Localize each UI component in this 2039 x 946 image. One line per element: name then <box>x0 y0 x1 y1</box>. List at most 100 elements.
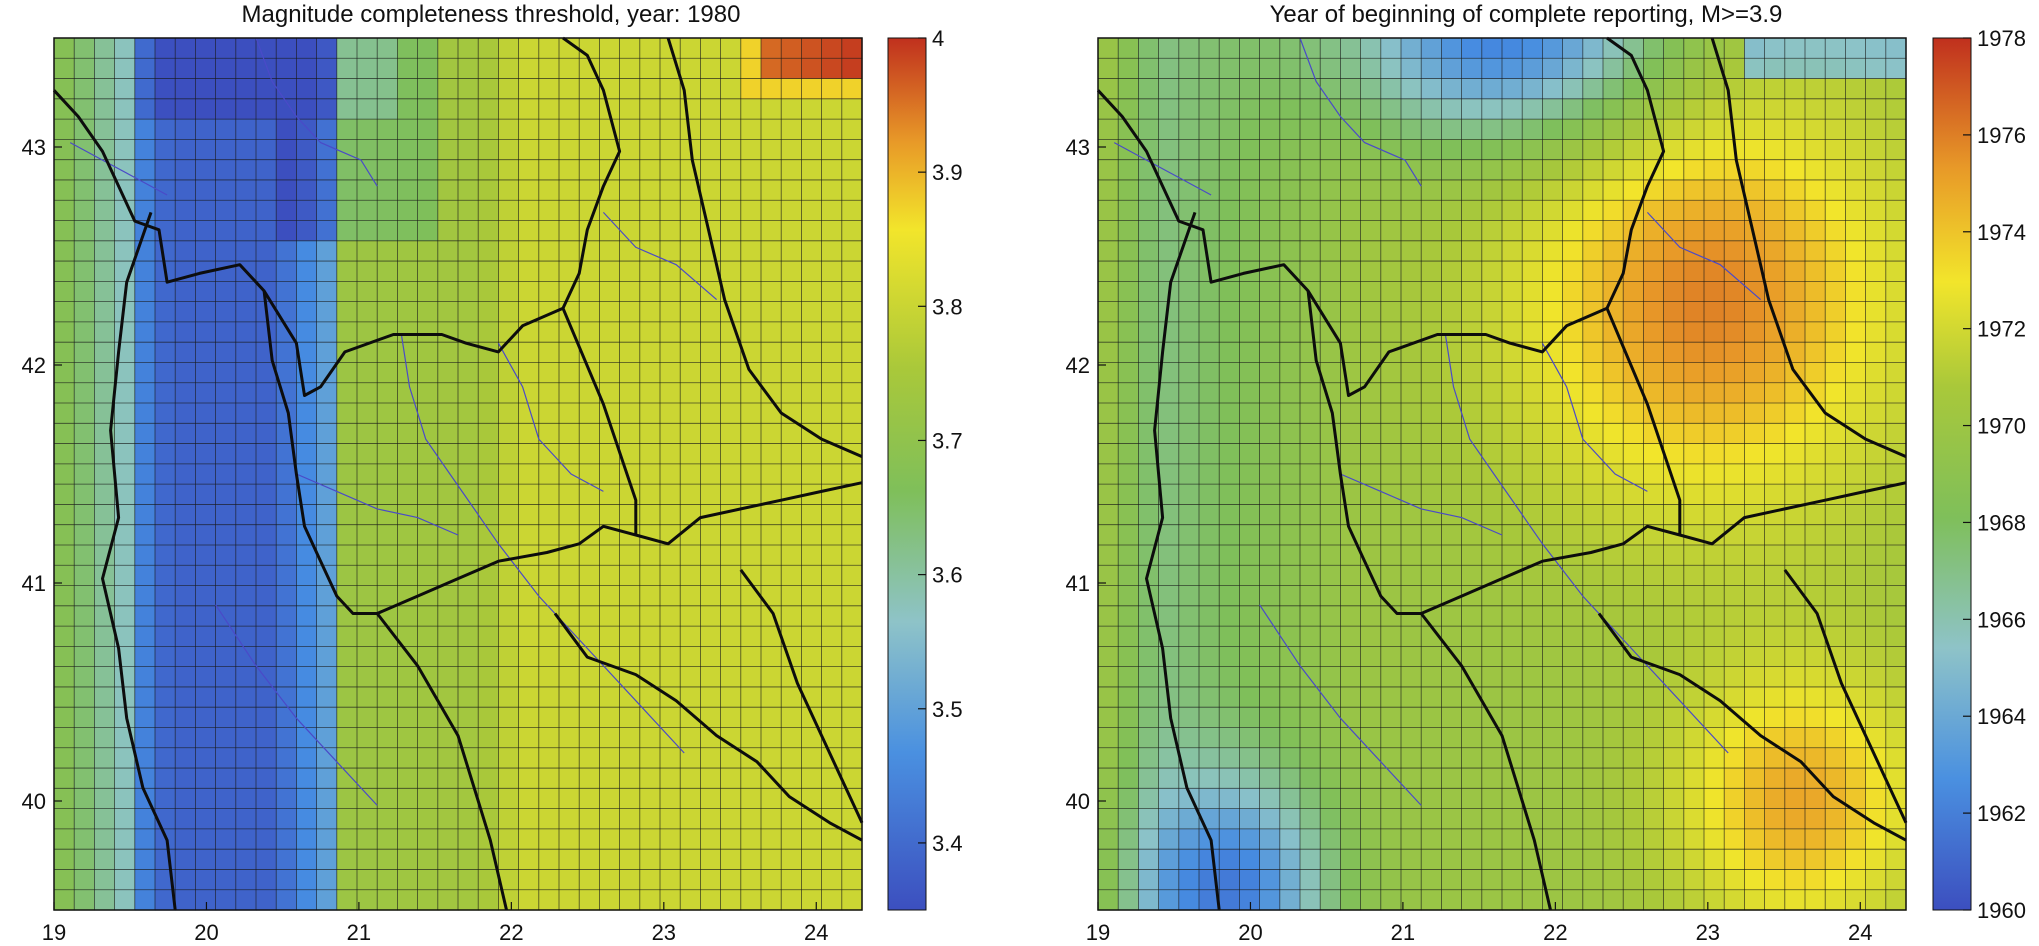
heatmap-cell <box>1744 808 1766 830</box>
heatmap-cell <box>1582 38 1604 59</box>
heatmap-cell <box>336 261 358 282</box>
heatmap-cell <box>559 504 580 526</box>
heatmap-cell <box>458 423 479 445</box>
heatmap-cell <box>316 281 338 303</box>
heatmap-cell <box>1845 38 1867 59</box>
heatmap-cell <box>1199 849 1220 871</box>
heatmap-cell <box>680 747 701 769</box>
heatmap-cell <box>1704 119 1725 140</box>
heatmap-cell <box>1340 240 1362 262</box>
heatmap-cell <box>1138 768 1160 789</box>
heatmap-cell <box>1401 38 1422 59</box>
heatmap-cell <box>377 98 398 120</box>
heatmap-cell <box>1724 646 1745 668</box>
heatmap-cell <box>175 159 196 181</box>
heatmap-cell <box>417 626 439 647</box>
heatmap-cell <box>54 423 75 445</box>
heatmap-cell <box>215 98 237 120</box>
heatmap-cell <box>1744 443 1766 465</box>
heatmap-cell <box>740 666 762 688</box>
heatmap-cell <box>1279 565 1301 587</box>
heatmap-cell <box>1764 605 1786 627</box>
heatmap-cell <box>1562 646 1584 668</box>
heatmap-cell <box>1643 788 1665 810</box>
heatmap-cell <box>1421 504 1442 526</box>
heatmap-cell <box>1380 98 1402 120</box>
heatmap-cell <box>639 78 661 100</box>
heatmap-cell <box>54 78 75 100</box>
heatmap-cell <box>1603 261 1624 282</box>
heatmap-cell <box>1683 78 1705 100</box>
heatmap-cell <box>1239 301 1261 323</box>
heatmap-cell <box>1219 544 1240 566</box>
heatmap-cell <box>660 828 681 850</box>
heatmap-cell <box>1178 139 1200 161</box>
heatmap-cell <box>1421 524 1442 546</box>
heatmap-cell <box>437 301 459 323</box>
heatmap-cell <box>1118 179 1139 201</box>
heatmap-cell <box>559 869 580 891</box>
heatmap-cell <box>1239 504 1261 526</box>
heatmap-cell <box>377 504 398 526</box>
heatmap-cell <box>1744 119 1766 140</box>
heatmap-cell <box>1360 626 1382 647</box>
heatmap-cell <box>1441 565 1463 587</box>
heatmap-cell <box>781 463 802 485</box>
heatmap-cell <box>1461 342 1483 364</box>
heatmap-cell <box>1219 504 1240 526</box>
heatmap-cell <box>720 889 742 911</box>
heatmap-cell <box>1441 98 1463 120</box>
heatmap-cell <box>1279 200 1301 222</box>
heatmap-cell <box>437 666 459 688</box>
heatmap-cell <box>599 281 621 303</box>
heatmap-cell <box>1441 382 1463 404</box>
country-border <box>666 37 863 458</box>
heatmap-cell <box>1784 139 1806 161</box>
heatmap-cell <box>1825 585 1846 607</box>
heatmap-cell <box>761 362 782 384</box>
heatmap-cell <box>1461 119 1483 140</box>
heatmap-cell <box>336 58 358 80</box>
heatmap-cell <box>1623 768 1644 789</box>
heatmap-cell <box>1562 342 1584 364</box>
heatmap-cell <box>1522 484 1543 506</box>
heatmap-cell <box>559 301 580 323</box>
heatmap-cell <box>155 321 176 343</box>
heatmap-cell <box>1461 443 1483 465</box>
heatmap-cell <box>256 342 277 364</box>
heatmap-cell <box>1663 889 1685 911</box>
heatmap-cell <box>1724 626 1745 647</box>
heatmap-cell <box>1380 727 1402 749</box>
heatmap-cell <box>801 281 823 303</box>
heatmap-cell <box>215 869 237 891</box>
rivers-left <box>69 37 717 806</box>
heatmap-cell <box>1683 382 1705 404</box>
heatmap-cell <box>841 849 863 871</box>
colorbar-tick-label: 1974 <box>1977 220 2026 245</box>
heatmap-cell <box>841 139 863 161</box>
heatmap-cell <box>1825 423 1846 445</box>
heatmap-cell <box>296 240 318 262</box>
heatmap-cell <box>700 281 722 303</box>
heatmap-cell <box>478 524 499 546</box>
heatmap-cell <box>1845 342 1867 364</box>
heatmap-cell <box>296 727 318 749</box>
heatmap-cell <box>720 139 742 161</box>
heatmap-cell <box>235 524 257 546</box>
heatmap-cell <box>1360 889 1382 911</box>
heatmap-cell <box>417 58 439 80</box>
heatmap-cell <box>740 200 762 222</box>
heatmap-cell <box>215 565 237 587</box>
heatmap-cell <box>1502 342 1523 364</box>
heatmap-cell <box>781 747 802 769</box>
heatmap-cell <box>639 38 661 59</box>
heatmap-cell <box>1098 261 1119 282</box>
heatmap-cell <box>518 484 540 506</box>
heatmap-cell <box>1845 849 1867 871</box>
heatmap-cell <box>215 808 237 830</box>
heatmap-cell <box>1542 504 1564 526</box>
country-border <box>739 569 864 824</box>
heatmap-cell <box>134 301 156 323</box>
heatmap-cell <box>1259 626 1281 647</box>
heatmap-cell <box>1663 58 1685 80</box>
